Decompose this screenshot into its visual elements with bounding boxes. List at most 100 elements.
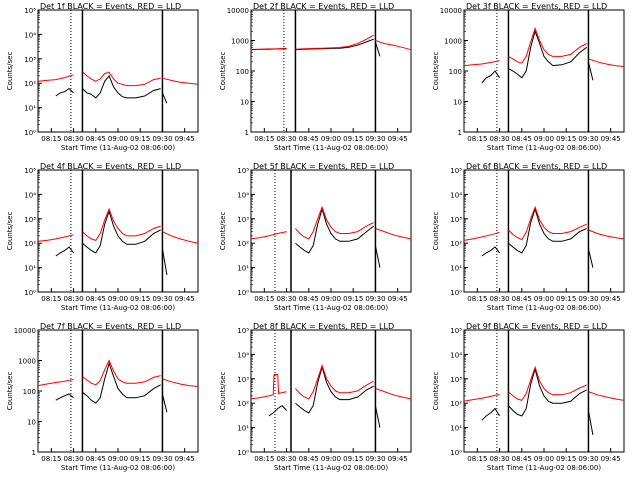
series-line-events (587, 248, 594, 268)
chart-title: Det 4f BLACK = Events, RED = LLD (40, 162, 181, 171)
y-tick-label: 10³ (24, 216, 36, 224)
y-tick-label: 1 (32, 449, 36, 457)
series-line-lld (250, 231, 287, 240)
x-tick-label: 09:00 (534, 455, 554, 463)
x-tick-label: 08:45 (299, 455, 319, 463)
series-line-events (481, 407, 501, 421)
series-line-lld (162, 231, 199, 244)
series-line-lld (588, 58, 625, 67)
y-tick-label: 1000 (18, 358, 36, 366)
series-line-lld (295, 363, 374, 400)
x-tick-label: 08:45 (86, 135, 106, 143)
series-line-events (82, 209, 161, 254)
series-line-lld (375, 228, 412, 240)
x-tick-label: 09:15 (343, 295, 363, 303)
series-line-events (508, 367, 587, 417)
x-tick-label: 08:45 (512, 455, 532, 463)
x-tick-label: 09:30 (365, 135, 385, 143)
x-tick-label: 09:45 (175, 295, 195, 303)
series-line-events (55, 246, 74, 257)
y-tick-label: 10⁴ (450, 351, 462, 359)
x-tick-label: 09:15 (343, 455, 363, 463)
x-tick-label: 08:45 (512, 135, 532, 143)
y-tick-label: 10⁰ (450, 449, 462, 457)
series-line-events (481, 70, 501, 84)
y-tick-label: 1000 (444, 38, 462, 46)
y-tick-label: 100 (236, 68, 249, 76)
series-line-events (295, 207, 375, 254)
x-tick-label: 09:15 (556, 295, 576, 303)
y-tick-label: 10⁰ (24, 289, 36, 297)
series-line-lld (375, 388, 412, 400)
y-tick-label: 10⁵ (450, 327, 462, 335)
y-tick-label: 10¹ (24, 105, 36, 113)
series-line-lld (82, 71, 161, 87)
detector-chart-4: Det 4f BLACK = Events, RED = LLD 10⁰ 10¹ 10… (6, 162, 199, 312)
x-tick-label: 08:30 (276, 135, 296, 143)
plot-frame (37, 9, 199, 133)
series-line-events (161, 248, 168, 275)
x-tick-label: 09:00 (321, 295, 341, 303)
x-axis-label: Start Time (11-Aug-02 08:06:00) (61, 144, 175, 152)
x-tick-label: 09:00 (321, 455, 341, 463)
series-line-events (82, 361, 161, 404)
y-tick-label: 10¹ (237, 425, 249, 433)
detector-chart-8: Det 8f BLACK = Events, RED = LLD 10⁰ 10¹ 10… (219, 322, 412, 472)
x-tick-label: 08:15 (41, 295, 61, 303)
series-line-events (55, 87, 74, 97)
x-tick-label: 09:30 (152, 455, 172, 463)
x-tick-label: 08:15 (41, 135, 61, 143)
y-tick-label: 10⁴ (24, 31, 36, 39)
y-tick-label: 10¹ (24, 265, 36, 273)
chart-title: Det 7f BLACK = Events, RED = LLD (40, 322, 181, 331)
x-tick-label: 09:30 (578, 455, 598, 463)
series-line-lld (375, 40, 412, 51)
y-tick-label: 10⁰ (450, 289, 462, 297)
x-tick-label: 08:15 (467, 135, 487, 143)
y-tick-label: 100 (23, 388, 36, 396)
y-tick-label: 10² (450, 400, 462, 408)
plot-frame (37, 329, 199, 453)
x-tick-label: 09:00 (534, 135, 554, 143)
detector-chart-7: Det 7f BLACK = Events, RED = LLD 1 10 100 10… (6, 322, 199, 472)
x-tick-label: 09:30 (578, 135, 598, 143)
x-tick-label: 09:15 (556, 455, 576, 463)
x-tick-label: 08:30 (489, 135, 509, 143)
chart-title: Det 8f BLACK = Events, RED = LLD (253, 322, 394, 331)
series-line-events (374, 405, 381, 428)
series-line-events (374, 245, 381, 268)
x-tick-label: 09:15 (556, 135, 576, 143)
x-tick-label: 09:30 (152, 135, 172, 143)
series-line-lld (463, 60, 500, 67)
plot-frame (463, 329, 625, 453)
y-tick-label: 10³ (237, 216, 249, 224)
series-line-events (587, 61, 594, 81)
detector-chart-6: Det 6f BLACK = Events, RED = LLD 10⁰ 10¹ 10… (432, 162, 625, 312)
x-tick-label: 08:15 (254, 455, 274, 463)
plot-frame (463, 169, 625, 293)
x-tick-label: 08:30 (489, 295, 509, 303)
x-axis-label: Start Time (11-Aug-02 08:06:00) (487, 144, 601, 152)
x-tick-label: 09:45 (388, 135, 408, 143)
x-tick-label: 08:30 (276, 295, 296, 303)
x-tick-label: 08:30 (63, 295, 83, 303)
x-tick-label: 08:45 (512, 295, 532, 303)
series-line-events (374, 41, 381, 57)
x-tick-label: 09:15 (130, 295, 150, 303)
y-tick-label: 10¹ (450, 265, 462, 273)
series-line-events (481, 246, 500, 257)
series-line-lld (82, 359, 161, 386)
y-tick-label: 100 (449, 68, 462, 76)
series-line-lld (588, 391, 625, 401)
y-tick-label: 10³ (450, 216, 462, 224)
series-line-events (161, 92, 168, 104)
y-tick-label: 10² (24, 240, 36, 248)
series-line-lld (588, 229, 625, 240)
y-tick-label: 10⁴ (24, 191, 36, 199)
x-tick-label: 09:45 (601, 455, 621, 463)
x-tick-label: 08:30 (63, 135, 83, 143)
chart-title: Det 2f BLACK = Events, RED = LLD (253, 2, 394, 11)
chart-title: Det 3f BLACK = Events, RED = LLD (466, 2, 607, 11)
series-line-lld (508, 365, 587, 401)
